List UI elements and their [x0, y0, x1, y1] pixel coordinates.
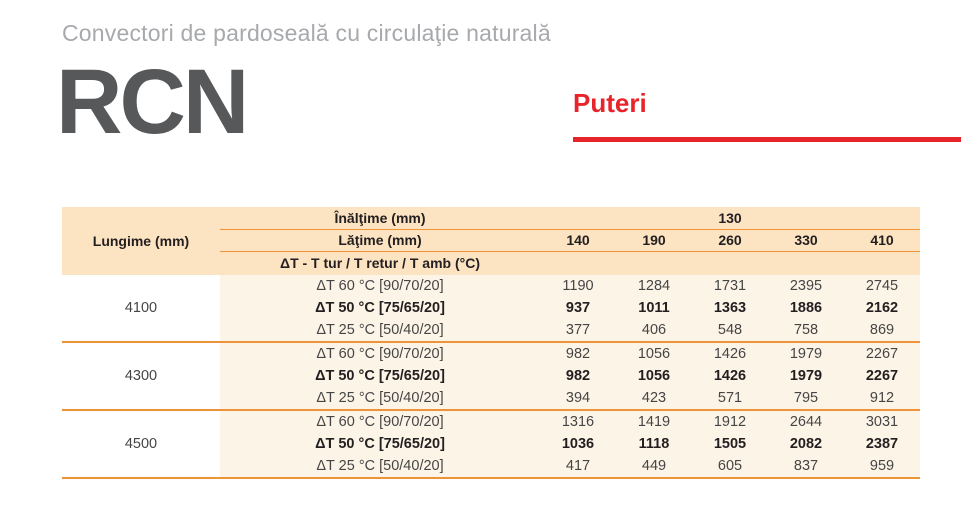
section-title: Puteri	[573, 88, 647, 118]
dt-row-label: ΔT 50 °C [75/65/20]	[220, 364, 540, 387]
power-value: 3031	[844, 410, 920, 433]
width-column-header: 330	[768, 229, 844, 253]
power-value: 571	[692, 386, 768, 409]
power-value: 1912	[692, 410, 768, 433]
column-header-lungime: Lungime (mm)	[62, 207, 220, 275]
dt-row-label: ΔT 60 °C [90/70/20]	[220, 274, 540, 297]
power-value: 982	[540, 342, 616, 365]
power-value: 2082	[768, 432, 844, 455]
width-column-header: 410	[844, 229, 920, 253]
power-value: 605	[692, 454, 768, 477]
width-column-header: 190	[616, 229, 692, 253]
power-value: 758	[768, 318, 844, 341]
power-value: 1426	[692, 364, 768, 387]
power-value: 2267	[844, 364, 920, 387]
row-header-dt: ΔT - T tur / T retur / T amb (°C)	[220, 252, 540, 275]
power-value: 1118	[616, 432, 692, 455]
table-group-4300: 4300 ΔT 60 °C [90/70/20] 982 1056 1426 1979 22…	[62, 342, 920, 411]
dt-row-label: ΔT 60 °C [90/70/20]	[220, 342, 540, 365]
power-value: 377	[540, 318, 616, 341]
dt-row-label: ΔT 25 °C [50/40/20]	[220, 454, 540, 477]
dt-row-label: ΔT 25 °C [50/40/20]	[220, 386, 540, 409]
row-header-latime: Lăţime (mm)	[220, 229, 540, 253]
power-value: 2267	[844, 342, 920, 365]
power-value: 1056	[616, 342, 692, 365]
power-value: 837	[768, 454, 844, 477]
power-value: 449	[616, 454, 692, 477]
table-group-4500: 4500 ΔT 60 °C [90/70/20] 1316 1419 1912 2644 3…	[62, 410, 920, 479]
power-value: 1284	[616, 274, 692, 297]
power-value: 548	[692, 318, 768, 341]
dt-row-label: ΔT 50 °C [75/65/20]	[220, 432, 540, 455]
power-value: 406	[616, 318, 692, 341]
power-value: 912	[844, 386, 920, 409]
power-value: 982	[540, 364, 616, 387]
dt-row-label: ΔT 25 °C [50/40/20]	[220, 318, 540, 341]
width-column-header: 260	[692, 229, 768, 253]
section-underline	[573, 137, 961, 142]
power-value: 1419	[616, 410, 692, 433]
dt-row-label: ΔT 50 °C [75/65/20]	[220, 296, 540, 319]
power-value: 1316	[540, 410, 616, 433]
width-column-header: 140	[540, 229, 616, 253]
power-value: 1190	[540, 274, 616, 297]
height-value: 130	[540, 207, 920, 230]
category-title: Convectori de pardoseală cu circulaţie n…	[62, 20, 551, 46]
product-name: RCN	[56, 51, 249, 153]
table-group-4100: 4100 ΔT 60 °C [90/70/20] 1190 1284 1731 2395 2…	[62, 274, 920, 343]
length-value: 4500	[62, 410, 220, 477]
length-value: 4100	[62, 274, 220, 341]
power-value: 2395	[768, 274, 844, 297]
power-value: 2644	[768, 410, 844, 433]
power-value: 2745	[844, 274, 920, 297]
power-value: 2387	[844, 432, 920, 455]
power-value: 1886	[768, 296, 844, 319]
power-value: 1731	[692, 274, 768, 297]
power-value: 1363	[692, 296, 768, 319]
power-value: 1011	[616, 296, 692, 319]
powers-table: Lungime (mm) Înălţime (mm) 130 Lăţime (m…	[62, 207, 920, 479]
power-value: 1036	[540, 432, 616, 455]
power-value: 795	[768, 386, 844, 409]
power-value: 1505	[692, 432, 768, 455]
header-empty-cell	[540, 252, 920, 275]
power-value: 1979	[768, 364, 844, 387]
table-body: 4100 ΔT 60 °C [90/70/20] 1190 1284 1731 2395 2…	[62, 274, 920, 479]
power-value: 1979	[768, 342, 844, 365]
power-value: 1426	[692, 342, 768, 365]
power-value: 394	[540, 386, 616, 409]
power-value: 2162	[844, 296, 920, 319]
power-value: 423	[616, 386, 692, 409]
power-value: 937	[540, 296, 616, 319]
power-value: 869	[844, 318, 920, 341]
power-value: 417	[540, 454, 616, 477]
table-header: Lungime (mm) Înălţime (mm) 130 Lăţime (m…	[62, 207, 920, 275]
power-value: 1056	[616, 364, 692, 387]
length-value: 4300	[62, 342, 220, 409]
dt-row-label: ΔT 60 °C [90/70/20]	[220, 410, 540, 433]
power-value: 959	[844, 454, 920, 477]
row-header-inaltime: Înălţime (mm)	[220, 207, 540, 230]
